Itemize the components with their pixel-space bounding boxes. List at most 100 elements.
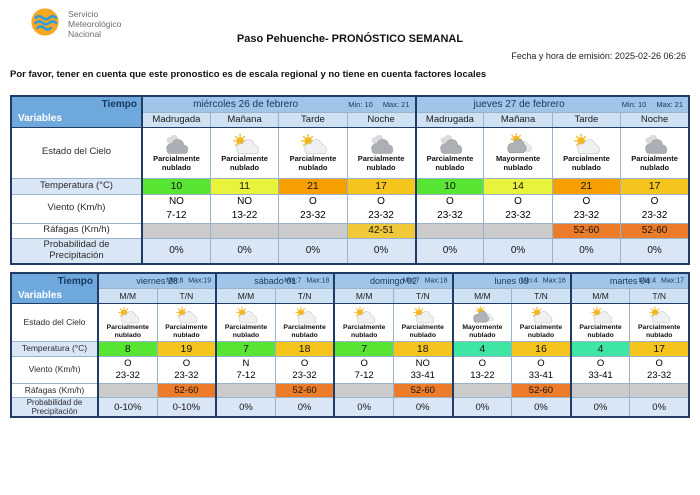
wind-speed: 33-41 [528, 370, 554, 381]
row-label-precip: Probabilidad de Precipitación [10, 397, 99, 418]
sky-label: Parcialmente nublado [579, 324, 622, 339]
period-cell: M/M [215, 288, 276, 304]
weather-icon [366, 133, 396, 155]
variables-label: Variables [18, 290, 62, 301]
wind-direction: O [182, 357, 191, 369]
gust-cell: 52-60 [551, 222, 622, 239]
gust-cell [414, 222, 485, 239]
wind-direction: O [596, 357, 605, 369]
precip-cell: 0% [451, 397, 513, 418]
period-cell: T/N [511, 288, 572, 304]
precip-cell: 0% [346, 237, 417, 265]
sky-cell: Parcialmente nublado [629, 303, 690, 342]
wind-speed: 23-32 [115, 370, 140, 381]
variables-label: Variables [18, 113, 62, 124]
forecast-table-days-1-2: Tiempo Variables miércoles 26 de febrero… [10, 95, 690, 265]
temp-cell: 18 [274, 341, 335, 357]
wind-direction: O [514, 196, 522, 207]
weather-icon [588, 306, 614, 324]
wind-speed: 23-32 [368, 209, 394, 221]
temp-cell: 11 [209, 177, 280, 195]
table-corner: Tiempo Variables [10, 95, 143, 128]
gust-cell [569, 383, 631, 398]
row-label-temperature: Temperatura (°C) [10, 341, 99, 357]
temp-cell: 10 [414, 177, 485, 195]
table-corner: Tiempo Variables [10, 272, 99, 304]
wind-cell: O 23-32 [551, 193, 622, 224]
weather-icon [233, 306, 259, 324]
temp-cell: 8 [96, 341, 158, 357]
temp-cell: 21 [278, 177, 348, 195]
gust-cell: 52-60 [620, 222, 690, 239]
wind-speed: 7-12 [236, 370, 256, 381]
min-temp-label: Min:4 [638, 277, 657, 285]
row-label-precip: Probabilidad de Precipitación [10, 237, 143, 265]
weather-icon [646, 306, 672, 324]
day-header: sábado 01 Min:7 Max:18 [215, 272, 335, 290]
min-temp-label: Min:8 [166, 277, 184, 285]
period-cell: T/N [392, 288, 454, 304]
sky-label: Parcialmente nublado [631, 154, 678, 172]
gust-cell [451, 383, 513, 398]
period-cell: Tarde [278, 111, 348, 128]
sky-cell: Parcialmente nublado [274, 303, 335, 342]
row-label-sky: Estado del Cielo [10, 126, 143, 179]
max-temp-label: Max:18 [424, 277, 448, 285]
temp-cell: 18 [392, 341, 454, 357]
wind-speed: 23-32 [437, 209, 463, 221]
temp-cell: 16 [511, 341, 572, 357]
precip-cell: 0% [620, 237, 690, 265]
gust-cell: 42-51 [346, 222, 417, 239]
gust-cell [333, 383, 394, 398]
min-temp-label: Min:4 [520, 277, 538, 285]
temp-cell: 7 [333, 341, 394, 357]
weather-icon [640, 133, 670, 155]
sky-label: Parcialmente nublado [519, 324, 563, 339]
emission-datetime: Fecha y hora de emisión: 2025-02-26 06:2… [511, 51, 686, 61]
period-cell: T/N [274, 288, 335, 304]
gust-cell [140, 222, 211, 239]
wind-cell: O 23-32 [278, 193, 348, 224]
disclaimer-text: Por favor, tener en cuenta que este pron… [10, 69, 487, 80]
sky-cell: Parcialmente nublado [215, 303, 276, 342]
sky-cell: Mayormente nublado [483, 126, 553, 179]
wind-speed: 23-32 [300, 209, 326, 221]
sky-cell: Parcialmente nublado [346, 126, 417, 179]
wind-cell: O 23-32 [346, 193, 417, 224]
weather-icon [298, 133, 328, 155]
weather-icon [503, 133, 533, 155]
min-temp-label: Min: 10 [621, 99, 647, 109]
day-name: sábado 01 [254, 276, 297, 287]
row-label-gusts: Ráfagas (Km/h) [10, 222, 143, 239]
sky-cell: Parcialmente nublado [140, 126, 211, 179]
weather-icon [571, 133, 601, 155]
sky-label: Parcialmente nublado [221, 154, 268, 172]
wind-cell: O 33-41 [511, 356, 572, 384]
wind-cell: O 7-12 [333, 356, 394, 384]
wind-cell: O 23-32 [620, 193, 690, 224]
period-cell: Mañana [483, 111, 553, 128]
sky-label: Parcialmente nublado [357, 154, 405, 172]
period-cell: Tarde [551, 111, 622, 128]
temp-cell: 17 [620, 177, 690, 195]
wind-speed: 7-12 [166, 209, 187, 221]
wind-cell: N 7-12 [215, 356, 276, 384]
wind-speed: 13-22 [470, 370, 495, 381]
sky-cell: Parcialmente nublado [96, 303, 158, 342]
precip-cell: 0% [140, 237, 211, 265]
sky-cell: Parcialmente nublado [209, 126, 280, 179]
gust-cell [483, 222, 553, 239]
weather-icon [173, 306, 199, 324]
day-header: domingo 02 Min:7 Max:18 [333, 272, 454, 290]
wind-cell: O 23-32 [629, 356, 690, 384]
sky-cell: Parcialmente nublado [569, 303, 631, 342]
wind-direction: O [360, 357, 368, 369]
sky-label: Parcialmente nublado [165, 324, 208, 339]
precip-cell: 0-10% [96, 397, 158, 418]
wind-cell: O 23-32 [414, 193, 485, 224]
temp-cell: 14 [483, 177, 553, 195]
max-temp-label: Max:19 [188, 277, 212, 285]
temp-cell: 19 [156, 341, 217, 357]
gust-cell: 52-60 [156, 383, 217, 398]
